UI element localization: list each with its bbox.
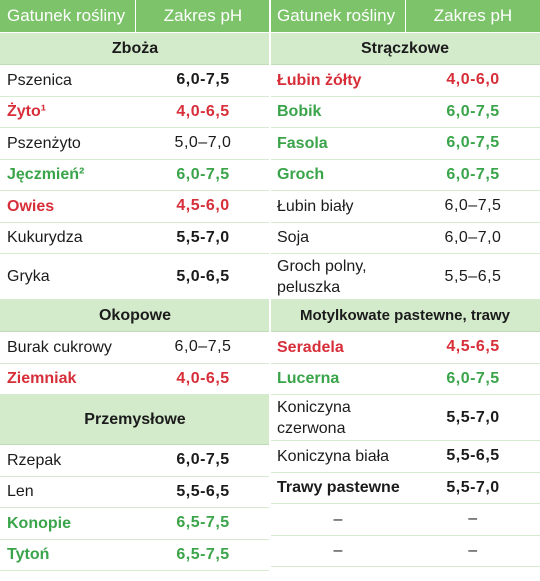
section-header: Motylkowate pastewne, trawy [270,300,540,332]
ph-value: 6,5-7,5 [176,514,230,532]
table-row: Trawy pastewne 5,5-7,0 [270,472,540,504]
table-row: Koniczyna biała 5,5-6,5 [270,441,540,473]
plant-name: Fasola [277,134,328,152]
table-header: Gatunek rośliny Zakres pH [270,0,540,33]
plant-name: Len [7,483,34,501]
section-header: Przemysłowe [0,395,270,445]
plant-name: Łubin biały [277,197,354,215]
table-row: Łubin biały 6,0–7,5 [270,191,540,223]
ph-value: – [468,541,478,559]
ph-value: 4,0-6,5 [176,369,230,387]
plant-name: Trawy pastewne [277,479,400,497]
ph-value: 6,0–7,0 [444,228,502,246]
ph-value: 5,5-6,5 [446,447,500,465]
header-plant: Gatunek rośliny [270,0,406,32]
ph-value: 5,5-7,0 [176,228,230,246]
right-body: Strączkowe Łubin żółty 4,0-6,0 Bobik 6,0-7,5… [270,33,540,567]
table-row: – – [270,504,540,536]
ph-value: 4,0-6,0 [446,71,500,89]
plant-name: Seradela [277,338,344,356]
ph-value: 6,0–7,5 [444,197,502,215]
plant-name: Burak cukrowy [7,338,112,356]
plant-name: – [333,542,343,560]
plant-name: – [333,510,343,528]
column-divider [269,0,271,581]
section-header: Strączkowe [270,33,540,65]
plant-name: Groch polny, peluszka [277,257,367,296]
plant-name: Koniczyna biała [277,447,390,465]
plant-name: Owies [7,197,55,215]
plant-name: Rzepak [7,451,62,469]
ph-value: 5,5-7,0 [446,478,500,496]
table-row: Pszenżyto 5,0–7,0 [0,128,270,160]
table-row: Seradela 4,5-6,5 [270,332,540,364]
table-row: Lucerna 6,0-7,5 [270,363,540,395]
plant-name: Soja [277,229,310,247]
ph-value: 6,0–7,5 [174,338,232,356]
plant-name: Konopie [7,514,71,532]
table-right-half: Gatunek rośliny Zakres pH Strączkowe Łubi… [270,0,540,581]
plant-name: Ziemniak [7,370,77,388]
ph-value: 5,0–7,0 [174,134,232,152]
table-row: Żyto¹ 4,0-6,5 [0,96,270,128]
table-row: Koniczyna czerwona 5,5-7,0 [270,395,540,441]
ph-value: 4,5-6,0 [176,197,230,215]
ph-value: 4,0-6,5 [176,102,230,120]
plant-name: Bobik [277,103,322,121]
ph-value: 6,5-7,5 [176,545,230,563]
header-plant: Gatunek rośliny [0,0,136,32]
table-left-half: Gatunek rośliny Zakres pH Zboża Pszenica 6… [0,0,270,571]
table-row: Pszenica 6,0-7,5 [0,65,270,97]
header-ph: Zakres pH [163,6,243,25]
plant-name: Gryka [7,268,50,285]
plant-name: Tytoń [7,546,50,564]
ph-value: 5,0-6,5 [176,267,230,285]
plant-name: Żyto¹ [7,103,47,121]
ph-value: 6,0-7,5 [446,134,500,152]
ph-value: 6,0-7,5 [446,165,500,183]
ph-value: 5,5-7,0 [446,408,500,426]
table-row: Soja 6,0–7,0 [270,222,540,254]
table-row: Bobik 6,0-7,5 [270,96,540,128]
table-row: Len 5,5-6,5 [0,476,270,508]
table-row: Kukurydza 5,5-7,0 [0,222,270,254]
ph-value: 5,5–6,5 [444,267,502,285]
table-row: Ziemniak 4,0-6,5 [0,363,270,395]
plant-name: Łubin żółty [277,71,362,89]
table-row: Groch 6,0-7,5 [270,159,540,191]
plant-name: Koniczyna czerwona [277,398,351,437]
ph-value: 6,0-7,5 [446,369,500,387]
table-row: Fasola 6,0-7,5 [270,128,540,160]
ph-value: 6,0-7,5 [446,102,500,120]
ph-value: 6,0-7,5 [176,451,230,469]
table-row: Owies 4,5-6,0 [0,191,270,223]
ph-value: – [468,510,478,528]
plant-name: Kukurydza [7,229,83,247]
section-header: Zboża [0,33,270,65]
table-row: Rzepak 6,0-7,5 [0,445,270,477]
table-row: Konopie 6,5-7,5 [0,508,270,540]
table-row: Tytoń 6,5-7,5 [0,539,270,571]
table-row: Burak cukrowy 6,0–7,5 [0,332,270,364]
ph-value: 5,5-6,5 [176,482,230,500]
section-header: Okopowe [0,300,270,332]
table-row: Jęczmień² 6,0-7,5 [0,159,270,191]
left-body: Zboża Pszenica 6,0-7,5 Żyto¹ 4,0-6,5 Pszenżyt… [0,33,270,571]
ph-value: 6,0-7,5 [176,71,230,89]
plant-name: Groch [277,166,325,184]
header-ph: Zakres pH [433,6,513,25]
table-row: Łubin żółty 4,0-6,0 [270,65,540,97]
ph-value: 4,5-6,5 [446,338,500,356]
table-row: Groch polny, peluszka 5,5–6,5 [270,254,540,300]
table-row: Gryka 5,0-6,5 [0,254,270,300]
ph-value: 6,0-7,5 [176,165,230,183]
plant-name: Jęczmień² [7,166,85,184]
table-row: – – [270,535,540,567]
plant-name: Lucerna [277,370,340,388]
plant-name: Pszenżyto [7,134,81,152]
table-header: Gatunek rośliny Zakres pH [0,0,270,33]
plant-name: Pszenica [7,71,72,89]
